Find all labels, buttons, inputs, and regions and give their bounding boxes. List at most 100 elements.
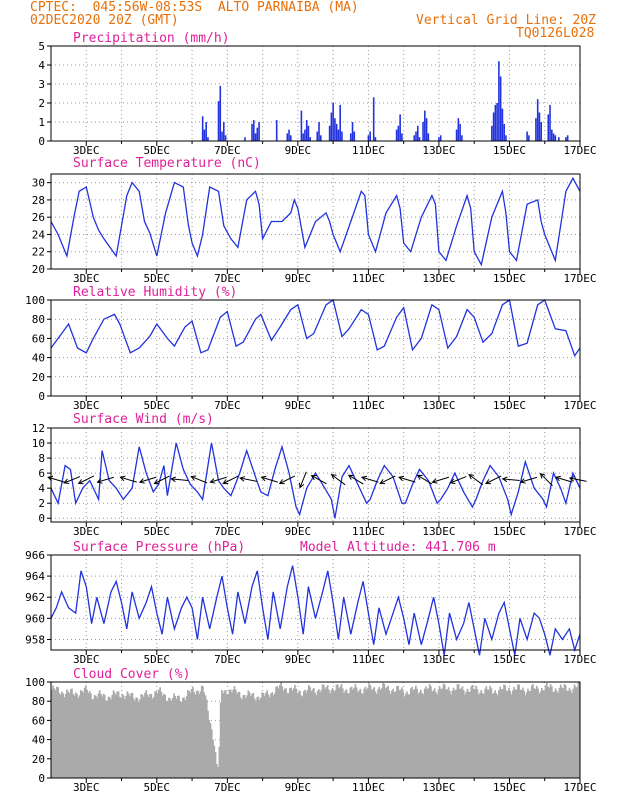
wind-arrow — [361, 476, 379, 483]
xtick-label: 9DEC — [285, 781, 312, 794]
cloud-bar — [362, 694, 364, 778]
xtick-label: 9DEC — [285, 272, 312, 285]
precip-bar — [309, 137, 312, 141]
cloud-bar — [69, 689, 72, 778]
ytick-label: 20 — [32, 371, 45, 384]
cloud-bar — [174, 695, 177, 778]
ytick-label: 964 — [25, 570, 45, 583]
cloud-bar — [140, 694, 143, 778]
precip-bar — [254, 133, 257, 141]
cloud-bar — [66, 689, 68, 778]
wind-arrow-head — [96, 478, 103, 484]
cloud-bar — [103, 694, 106, 778]
wind-arrow-head — [209, 478, 216, 484]
cloud-bar — [323, 684, 325, 778]
header-model: TQ0126L028 — [516, 26, 595, 41]
xtick-label: 7DEC — [214, 781, 241, 794]
ytick-label: 60 — [32, 714, 45, 727]
cloud-bar — [445, 689, 447, 778]
cloud-bar — [535, 685, 538, 778]
cloud-bar — [130, 693, 133, 778]
ytick-label: 80 — [32, 695, 45, 708]
cloud-bar — [98, 690, 101, 778]
precip-bar — [554, 135, 557, 141]
precip-bar — [372, 97, 375, 141]
cloud-bar — [204, 695, 207, 778]
cloud-bar — [267, 694, 270, 778]
panel-frame — [50, 45, 581, 142]
cloud-bar — [447, 687, 450, 778]
xtick-label: 11DEC — [352, 653, 385, 666]
cloud-bar — [403, 696, 406, 778]
cloud-bar — [394, 691, 397, 778]
cloud-bar — [258, 699, 261, 778]
cloud-bar — [433, 688, 436, 778]
header-station: CPTEC: 045:56W-08:53S ALTO PARNAIBA (MA) — [30, 0, 359, 15]
precip-bar — [251, 123, 253, 141]
cloud-bar — [543, 691, 546, 778]
cloud-bar — [538, 693, 541, 778]
cloud-bar — [436, 694, 439, 778]
cloud-bar — [81, 691, 83, 778]
panel-title-0: Precipitation (mm/h) — [73, 31, 230, 46]
precip-bar — [558, 137, 560, 141]
cloud-bar — [300, 695, 303, 778]
cloud-bar — [360, 693, 363, 778]
precip-bar — [367, 135, 370, 141]
cloud-bar — [365, 689, 368, 778]
cloud-bar — [61, 691, 63, 778]
wind-arrow — [348, 474, 364, 485]
wind-arrow — [139, 476, 157, 483]
ytick-label: 100 — [25, 294, 45, 307]
cloud-bar — [74, 692, 77, 778]
cloud-bar — [76, 693, 78, 778]
cloud-bar — [135, 697, 138, 778]
cloud-bar — [54, 690, 57, 778]
cloud-bar — [285, 688, 287, 778]
cloud-bar — [113, 692, 116, 778]
series-line-4 — [50, 565, 581, 656]
cloud-bar — [505, 690, 508, 778]
xtick-label: 13DEC — [422, 272, 455, 285]
precip-bar — [415, 131, 417, 141]
cloud-bar — [145, 690, 148, 778]
xtick-label: 3DEC — [73, 272, 100, 285]
cloud-bar — [336, 684, 339, 778]
precip-bar — [304, 129, 306, 141]
cloud-bar — [547, 686, 549, 778]
cloud-bar — [380, 688, 383, 778]
cloud-bar — [532, 684, 534, 778]
cloud-bar — [141, 694, 144, 778]
cloud-bar — [93, 694, 96, 778]
cloud-bar — [326, 685, 329, 778]
cloud-bar — [363, 688, 366, 778]
wind-arrow — [48, 476, 65, 483]
cloud-bar — [194, 694, 197, 778]
ytick-label: 958 — [25, 633, 45, 646]
cloud-bar — [305, 692, 308, 778]
cloud-bar — [77, 697, 80, 778]
cloud-bar — [431, 691, 434, 778]
cloud-bar — [430, 686, 432, 778]
precip-bar — [219, 85, 222, 141]
cloud-bar — [282, 690, 285, 778]
cloud-bar — [226, 694, 228, 778]
wind-arrow-head — [485, 479, 492, 485]
ytick-label: 10 — [32, 437, 45, 450]
precip-bar — [244, 137, 246, 141]
cloud-bar — [166, 701, 169, 778]
cloud-bar — [239, 697, 242, 778]
cloud-bar — [241, 699, 243, 778]
precip-bar — [425, 118, 428, 141]
wind-arrow — [450, 476, 467, 484]
cloud-bar — [328, 689, 330, 778]
cloud-bar — [189, 692, 192, 778]
xtick-label: 3DEC — [73, 653, 100, 666]
cloud-bar — [515, 689, 518, 778]
panel-frame — [50, 681, 581, 779]
precip-bar — [349, 133, 352, 141]
cloud-bar — [273, 693, 276, 778]
cloud-bar — [462, 690, 465, 778]
cloud-bar — [171, 697, 174, 778]
cloud-bar — [212, 739, 214, 778]
